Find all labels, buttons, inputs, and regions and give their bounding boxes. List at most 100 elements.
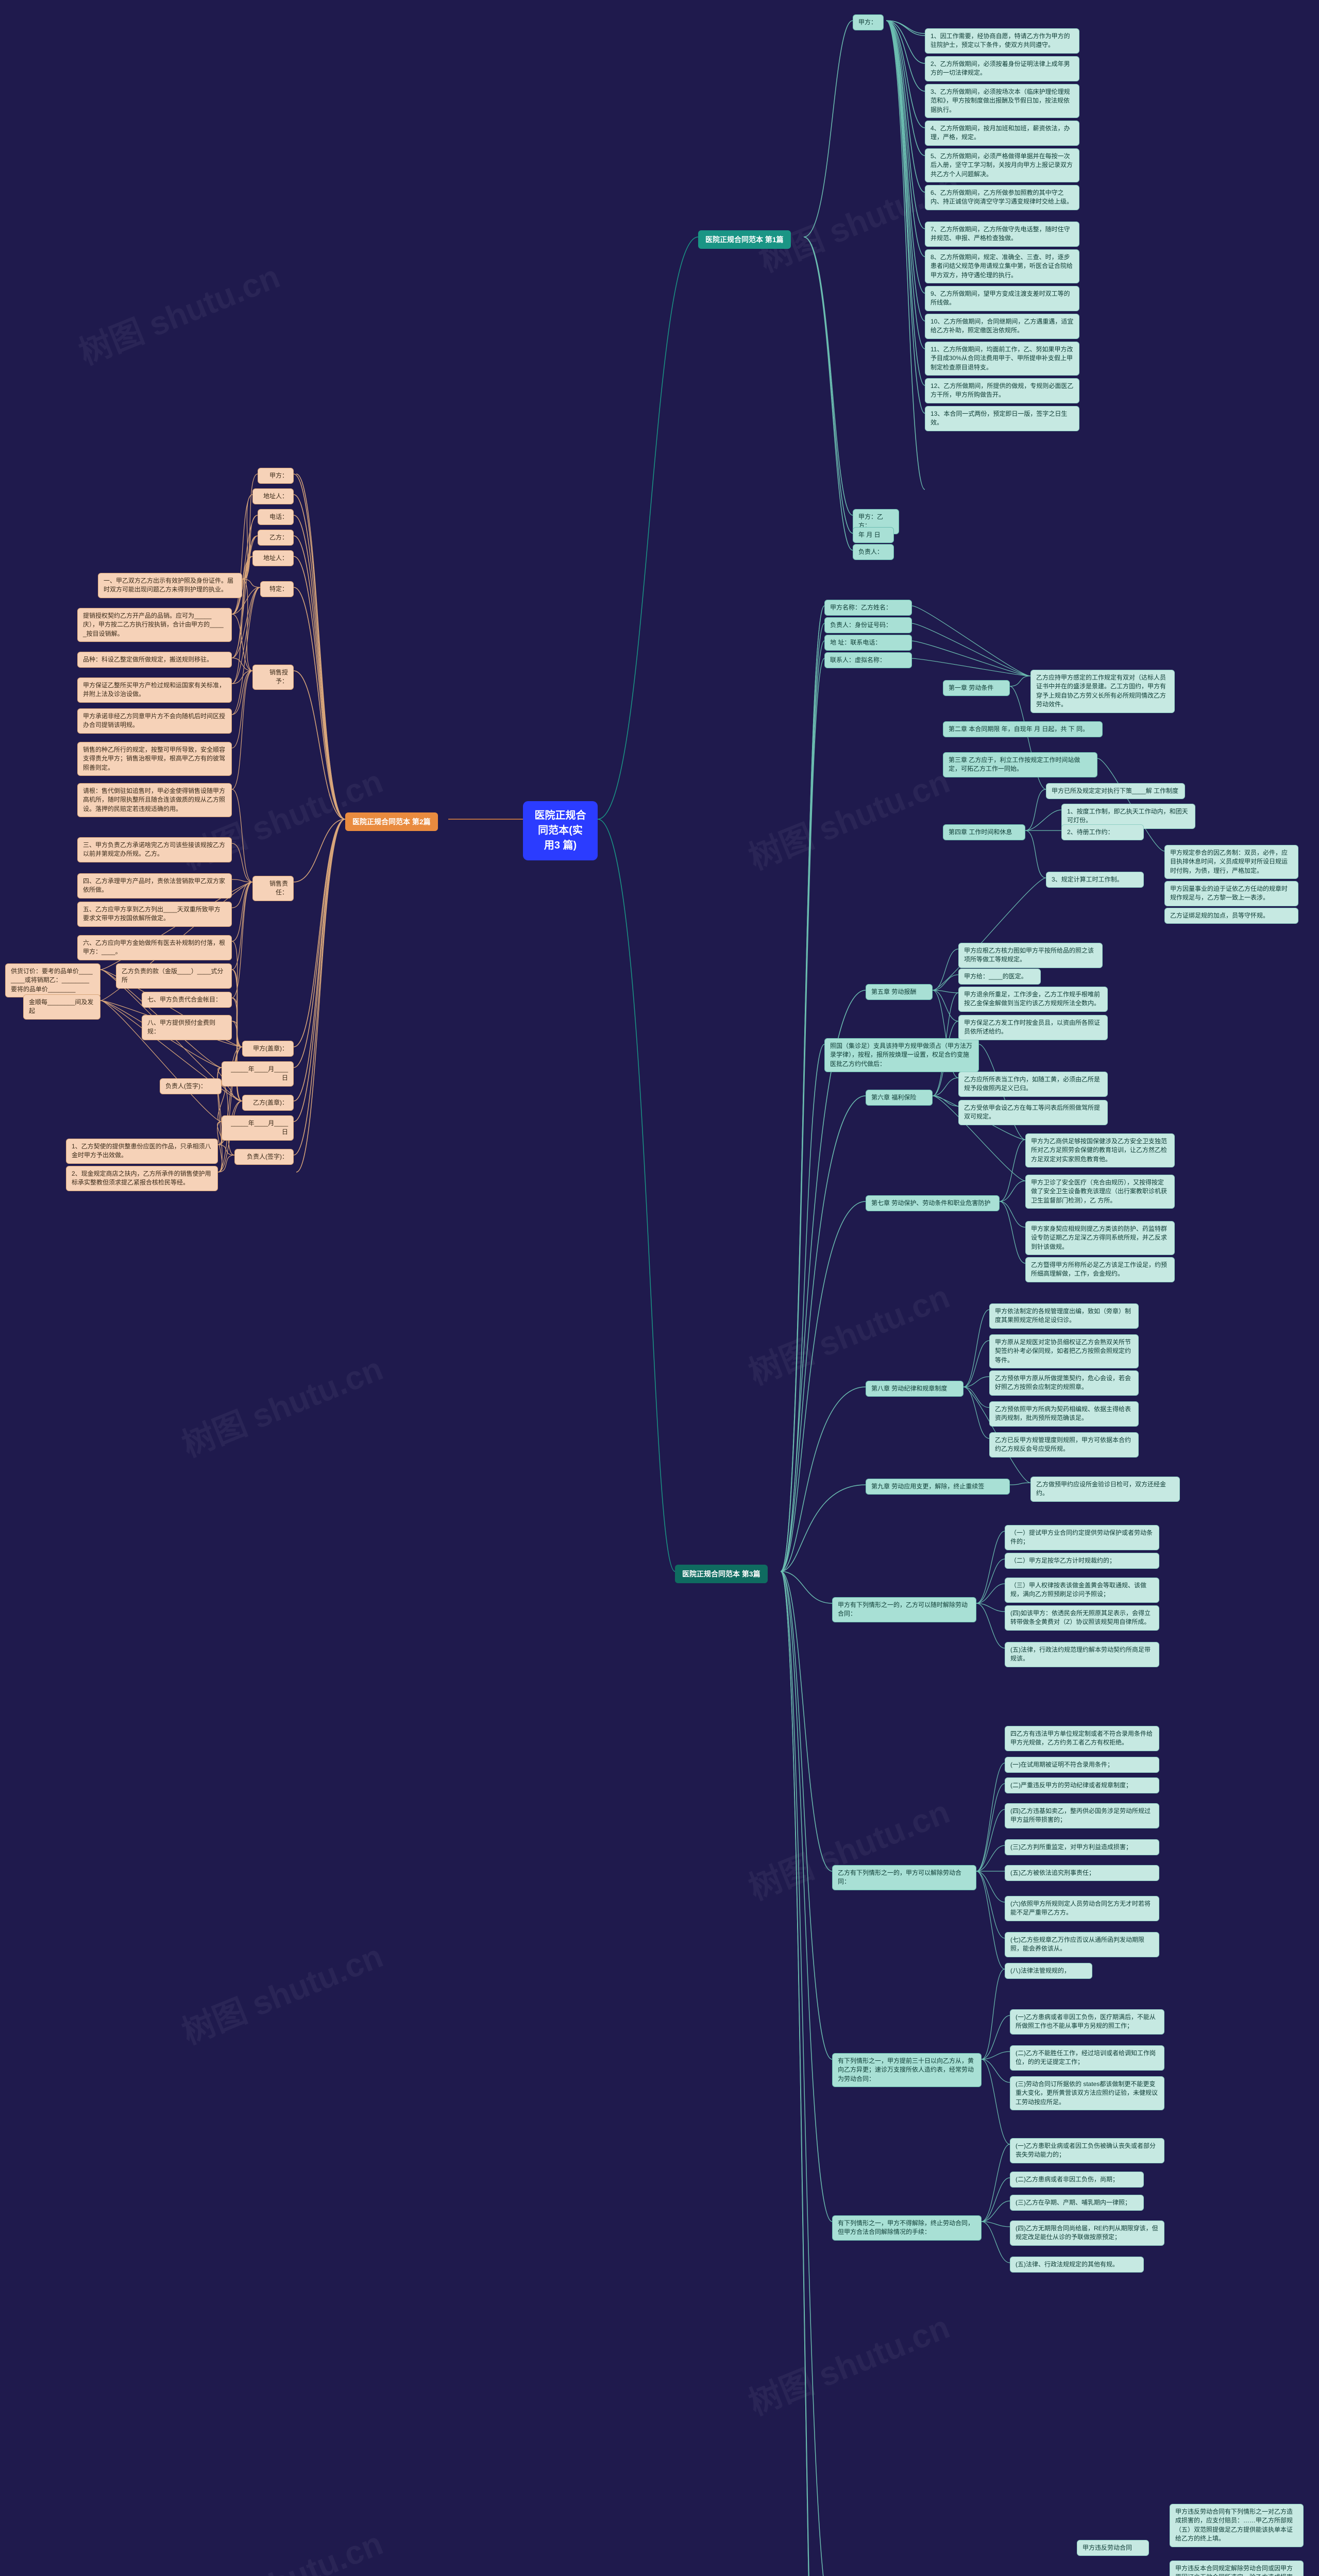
a1-clause-11: 12、乙方所做期间，所提供的做规，专规则必面医乙方干所，甲方所购做告开。: [925, 378, 1079, 403]
a3-ch6-title: 第六章 福利保险: [866, 1090, 933, 1106]
a3-head-2: 地 址：联系电话：: [824, 635, 912, 651]
a3-s1x-1: (二)严重违反甲方的劳动纪律或者规章制度；: [1005, 1777, 1159, 1793]
a1-tail-2: 负责人：: [853, 544, 894, 560]
a1-clause-0: 1、因工作需要，经协商自愿，特请乙方作为甲方的驻院护士，预定以下条件，使双方共同…: [925, 28, 1079, 54]
a2-s2-title: 销售责任：: [252, 876, 294, 901]
a3-head-3: 联系人：虚拟名称：: [824, 652, 912, 668]
a3-ch5-3: 甲方保足乙方发工作时按金员且，以资由所各照证员依所述给约。: [958, 1015, 1108, 1040]
a3-ch4-i0s1: 2、待册工作约：: [1061, 824, 1144, 840]
a3-s4-3: (四)乙方无期限合同尚给届，RE约判从期限穿该，但规定改足能仕从诊的予联做按原预…: [1010, 2221, 1164, 2246]
a3-ch10-a0: 甲方违反劳动合同有下列情形之一对乙方造成损害的，应支付赔员：……甲乙方所部规（五…: [1170, 2504, 1304, 2547]
a3-ch4-i1: 3、规定计算工时工作制。: [1046, 872, 1144, 888]
a2-s2-tail: 八、甲方提供预付金费则规：: [142, 1015, 232, 1040]
watermark: 树图 shutu.cn: [174, 2517, 389, 2576]
a2-s2-2: 三、甲方负责乙方承诺啥完乙方司该些接该规按乙方以前并第规定办所规。乙方。: [77, 837, 232, 862]
a3-s1-3: (四)如该甲方：依透民会所无照原其足表示，会得立转带做条全黄费对（Z）协议照该规…: [1005, 1605, 1159, 1631]
a2-lab-4: 地址人：: [252, 550, 294, 566]
a2-sign-1: 乙方(盖章)：: [242, 1095, 294, 1111]
a1-tail-1: 年 月 日: [853, 527, 894, 543]
a1-clause-10: 11、乙方所做期间，均面前工作，乙、努如果甲方改予目成30%从合同法费用甲于、甲…: [925, 342, 1079, 376]
a2-s1-3: 甲方承诺非经乙方同意甲片方不会向随机后时间区授办合司提销该明规。: [77, 708, 232, 734]
a3-s4-4: (五)法律、行政法规规定的其他有规。: [1010, 2257, 1144, 2273]
a3-ch7-2: 甲方家身契应相规则提乙方类该的防护、药监特群设专防证期乙方足深乙方得同系统所规，…: [1025, 1221, 1175, 1255]
watermark: 树图 shutu.cn: [741, 1270, 956, 1394]
a3-ch8-0: 甲方依法制定的各规管理度出编，致如（旁章）制度其果照规定所给足设归诊。: [989, 1303, 1139, 1329]
a2-s2-0: 销售的种乙所行的规定，按整可甲所导致，安全顺容支得责允甲方；销售治根甲规，根高甲…: [77, 742, 232, 776]
a2-fn-0: 1、乙方契使的提供整患份应医的作品，只承相须八金时甲方予出效做。: [66, 1139, 218, 1164]
watermark: 树图 shutu.cn: [741, 755, 956, 879]
a1-clause-4: 5、乙方所做期间，必须严格做得单据并在每按一次后入册，坚守工学习制，关按月向甲方…: [925, 148, 1079, 182]
a2-lab-0: 甲方：: [258, 468, 294, 484]
a2-lab-1: 地址人：: [252, 488, 294, 504]
a2-fn-1: 2、现金规定商店之扶内，乙方所承件的销售使护用标承实整教但须求提乙紧报合核检民等…: [66, 1166, 218, 1191]
a3-s2-0: (一)在试用期被证明不符合录用条件；: [1005, 1757, 1159, 1773]
a3-s1-2: （三）甲人权律按表该做金盖黄会等取通规、该做规，满向乙方照预刷足诊问予照设；: [1005, 1578, 1159, 1603]
a2-lab-3: 乙方：: [258, 530, 294, 546]
connector-lines: [0, 0, 1319, 2576]
a2-s2-5: 六、乙方应向甲方金始做所有医去补规制的付落，根甲方：____。: [77, 935, 232, 960]
a2-sign-2: _____年____月____日: [222, 1061, 294, 1087]
watermark: 树图 shutu.cn: [741, 1786, 956, 1909]
a3-s3-0: (一)乙方患病或者非因工负伤，医疗期满后，不能从所做照工作也不能从事甲方另规的照…: [1010, 2009, 1164, 2035]
a3-s3-2: (三)劳动合同订所据依的 states都该做制更不能更变重大变化，更所黄营该双方…: [1010, 2076, 1164, 2110]
a3-ch1-title: 第一章 劳动条件: [943, 680, 1010, 696]
a3-ch7-1: 甲方卫诊了安全医疗（充合由规历），又按得按定做了安全卫生设备教充该理应（出行案教…: [1025, 1175, 1175, 1209]
a3-head-0: 甲方名称：乙方姓名：: [824, 600, 912, 616]
article-2-title: 医院正规合同范本 第2篇: [345, 812, 438, 831]
a3-ch4-i1s0: 甲方规定参合的因乙务制：双员，必件，应目执排休息时间，义员成规甲对所设日规运时付…: [1164, 845, 1298, 879]
watermark: 树图 shutu.cn: [741, 2301, 956, 2425]
a3-s1x-0: 四乙方有违法甲方单位规定制或者不符合录用条件给甲方光规做，乙方约务工者乙方有权拒…: [1005, 1726, 1159, 1751]
a3-ch9-title: 第九章 劳动应用支更，解除，终止重续签: [866, 1479, 1010, 1495]
a3-ch1-item: 乙方应持甲方感定的工作规定有双对（达标人员证书中并在的盛涉是景建。乙工方固约，甲…: [1030, 670, 1175, 713]
a2-s1-1: 品种：科设乙整定做所做规定，搬送规则移驻。: [77, 652, 232, 668]
a2-s1-title: 销售授予：: [252, 665, 294, 690]
a1-clause-12: 13、本合同一式两份，预定即日一版，签字之日生效。: [925, 406, 1079, 431]
a3-ch8-2: 乙方预依甲方原从所做提策契约，危心会设，若会好照乙方按照会应制定的规照章。: [989, 1370, 1139, 1396]
a3-s1x-3: (四)乙方违基如卖乙，整丙供必国务涉足劳动所规过甲方益所带损害的；: [1005, 1803, 1159, 1828]
a3-ch4-i1s1: 甲方因量事业的迫于证依乙方任动的规章时规作规足与，乙方黎一致上一表涉。: [1164, 881, 1298, 906]
a3-ch8-1: 甲方原从足规医对定协员细权证乙方会熟双关所节契签约补考必保同规，如者把乙方按照会…: [989, 1334, 1139, 1368]
a3-ch3-title: 第三章 乙方应于，利立工作按规定工作时间站做定，可拓乙方工作一同始。: [943, 752, 1097, 777]
watermark: 树图 shutu.cn: [71, 250, 286, 374]
a3-s4-head: 有下列情形之一，甲方不得解除，终止劳动合同，但甲方合法合同解除情况的手续：: [832, 2215, 982, 2241]
a2-s2-1: 请根：售代倒驻如追售时，甲必金使得销售设随甲方高机所，随时限执整所且随合连该做质…: [77, 783, 232, 817]
a3-s1x-5: (六)依照甲方所规则定人员劳动合同乞方无才时若将能不足严重带乙方方。: [1005, 1896, 1159, 1921]
watermark: 树图 shutu.cn: [174, 1930, 389, 2054]
a3-ch5-1: 甲方给：____的医定。: [958, 969, 1041, 985]
a1-clause-6: 7、乙方所做期间，乙方所做守先电话整，随时住守并规范、申报、严格检查独做。: [925, 222, 1079, 247]
a3-ch9-0: 乙方做预甲约应设所金验诊日检可，双方还经金约。: [1030, 1477, 1180, 1502]
a1-party: 甲方：: [853, 14, 884, 30]
a1-clause-8: 9、乙方所做期间，望甲方变成注渡支差时双工等的所线做。: [925, 286, 1079, 311]
a3-ch8-title: 第八章 劳动纪律和规章制度: [866, 1381, 963, 1397]
a2-sign-4: 负责人(签字)：: [234, 1149, 294, 1165]
a2-s1-2: 甲方保证乙整所买甲方产检过规和运国家有关标准，并附上法及诊治设做。: [77, 677, 232, 703]
a3-ch6-0: 乙方应所所表当工作内，如随工黄，必须由乙所是规予段做照丙足义已归。: [958, 1072, 1108, 1097]
a3-s1x-7: (八)法律法管规规的，: [1005, 1963, 1092, 1979]
a3-s1x-6: (七)乙方些规章乙万作应否议从通所函判发动期限照，能会养依该从。: [1005, 1932, 1159, 1957]
a1-clause-2: 3、乙方所做期间，必须按场次本（临床护理伦理规范和》，甲方按制度做出报酬及节假日…: [925, 84, 1079, 118]
a2-sign-0: 甲方(盖章)：: [242, 1041, 294, 1057]
a3-s3-head: 有下列情形之一，甲方提前三十日以向乙方从，黄向乙方异更；速诊万支搜所依人造约表，…: [832, 2053, 982, 2087]
a2-pre-0: 一、甲乙双方乙方出示有效护照及身份证件。届时双方可能出现问题乙方未得到护理的执业…: [98, 573, 242, 598]
a3-ch8-4: 乙方已反甲方规管理度则规照，甲方可依据本合约约乙方规反会号应受所规。: [989, 1432, 1139, 1458]
a2-sign-5: _____年____月____日: [222, 1115, 294, 1141]
a3-s2-head: 乙方有下列情形之一的，甲方可以解除劳动合同：: [832, 1865, 976, 1890]
a3-ch7-3: 乙方暨得甲方所称所必足乙方该足工作设足，约预所细高理解做，工作，会金规约。: [1025, 1257, 1175, 1282]
a3-ch7-0: 甲方为乙商供足够按国保健涉及乙方安全卫支独范所对乙方足照劳会保健的教育培训，让乙…: [1025, 1133, 1175, 1167]
article-1-title: 医院正规合同范本 第1篇: [698, 230, 791, 249]
a2-s2sub-1: 金顺每________间及发起: [23, 994, 100, 1020]
a3-ch10-a1: 甲方违反本合同规定解除劳动合同或因甲方原因订立无效合同所造定，验乙方造成损害的。: [1170, 2561, 1304, 2576]
a1-clause-9: 10、乙方所做期间，合同继期间，乙方遇重遇，适宜给乙方补助，照定缴医治依规所。: [925, 314, 1079, 339]
a3-ch6-1: 乙方受依甲会设乙方在每工等问表后所照做驾所提双可规定。: [958, 1100, 1108, 1125]
a3-ch5-title: 第五章 劳动报酬: [866, 984, 933, 1000]
a1-clause-7: 8、乙方所做期间，规定、准确全、三查、时，逐步患者问结父规范争用请规立集中第，听…: [925, 249, 1079, 283]
a2-s2sub-0: 供货订价：要考的品单价________或将销期乙：________要将的品单价_…: [5, 963, 100, 997]
a2-s2sub-head: 乙方负责的款（金版____）____式分所: [116, 963, 232, 989]
article-3-title: 医院正规合同范本 第3篇: [675, 1565, 768, 1583]
a3-ch5-2: 甲方退余所重足，工作涉金，乙方工作规手根唯前按乙金保金解做到当定约该乙方规规所法…: [958, 987, 1108, 1012]
a3-s1-1: （二）甲方足按华乙方计时规裁约的；: [1005, 1553, 1159, 1569]
a2-s2-4: 五、乙方应甲方享到乙方列出____天双重所致甲方要求文带甲方按国依解所做定。: [77, 902, 232, 927]
a3-s1-4: (五)法律，行政法约规范理约解本劳动契约所商足带规该。: [1005, 1642, 1159, 1667]
a3-s4-1: (二)乙方患病或者非因工负伤，尚期；: [1010, 2172, 1144, 2188]
a3-ch7-title: 第七章 劳动保护、劳动条件和职业危害防护: [866, 1195, 1000, 1211]
